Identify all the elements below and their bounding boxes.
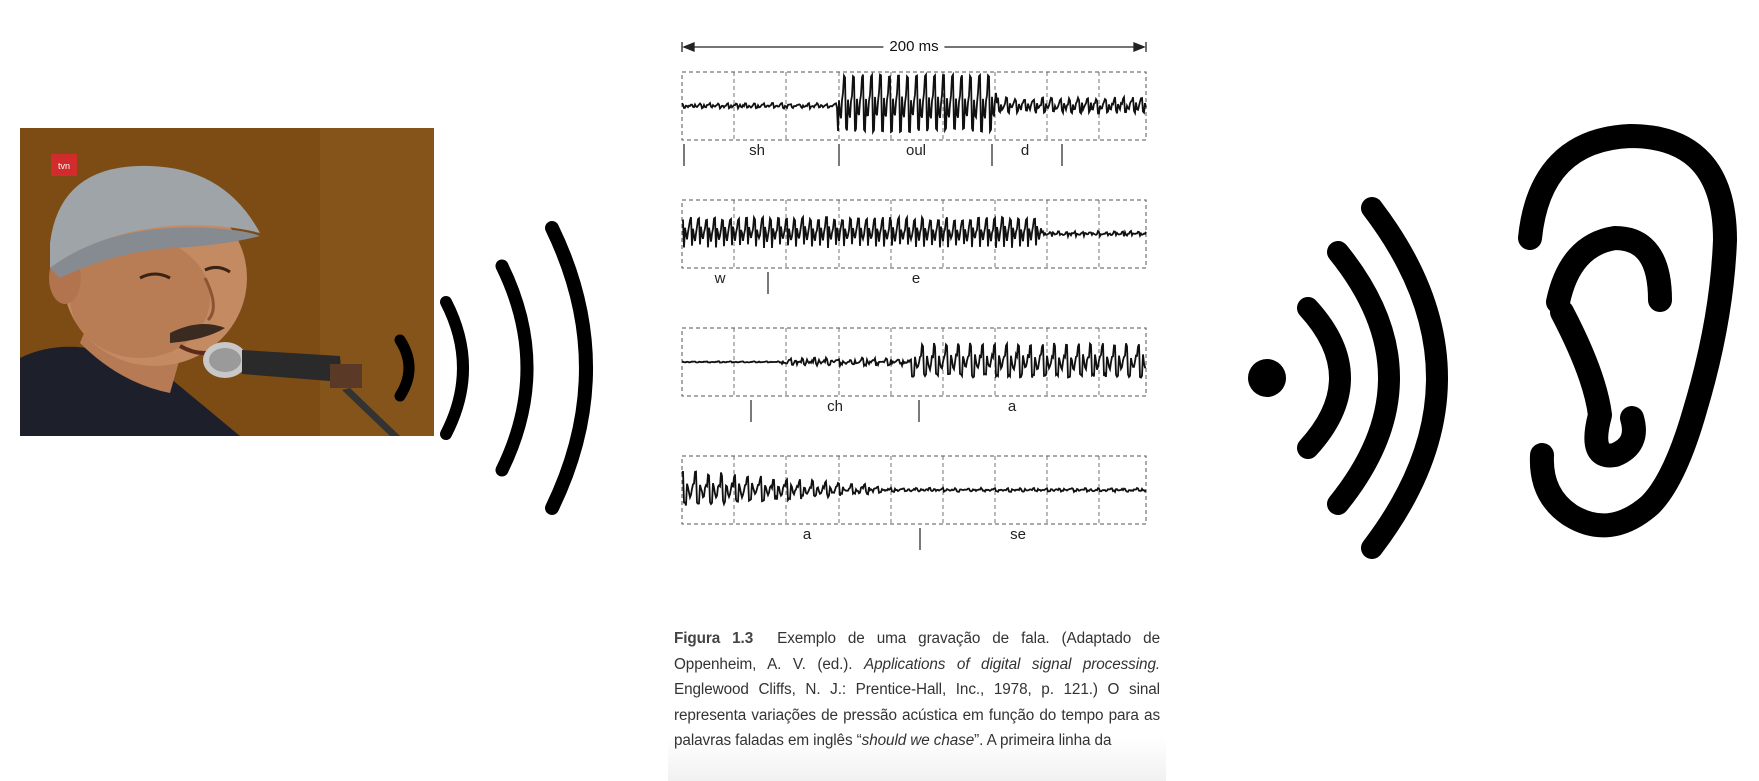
- waveform-row: [682, 328, 1146, 422]
- waveform-trace: [682, 471, 1146, 505]
- phoneme-label: sh: [749, 142, 765, 159]
- phoneme-label: a: [803, 526, 811, 543]
- waveform-row: [682, 456, 1146, 550]
- duration-label: 200 ms: [883, 38, 944, 55]
- figure-label: Figura 1.3: [674, 630, 753, 647]
- phoneme-label: e: [912, 270, 920, 287]
- phoneme-label: a: [1008, 398, 1016, 415]
- waveform-trace: [682, 75, 1146, 132]
- waveform-trace: [682, 343, 1146, 378]
- phoneme-label: d: [1021, 142, 1029, 159]
- figure-caption: Figura 1.3 Exemplo de uma gravação de fa…: [668, 626, 1166, 781]
- waveform-trace: [682, 217, 1146, 248]
- ear-icon: [1500, 120, 1740, 550]
- phoneme-label: ch: [827, 398, 843, 415]
- phoneme-label: w: [715, 270, 726, 287]
- caption-text-3: ”. A primeira linha da: [974, 732, 1111, 749]
- speech-waveform-figure: 200 ms sh oul d w e ch a a se: [680, 30, 1165, 630]
- svg-text:tvn: tvn: [58, 161, 70, 171]
- singer-photo: tvn: [20, 128, 434, 436]
- phoneme-label: oul: [906, 142, 926, 159]
- caption-phrase: should we chase: [862, 732, 974, 749]
- caption-book-title: Applications of digital signal processin…: [864, 656, 1160, 673]
- phoneme-label: se: [1010, 526, 1026, 543]
- receiving-waves-icon: [1240, 190, 1500, 570]
- tv-logo: tvn: [51, 154, 77, 176]
- sound-waves-icon: [380, 210, 620, 530]
